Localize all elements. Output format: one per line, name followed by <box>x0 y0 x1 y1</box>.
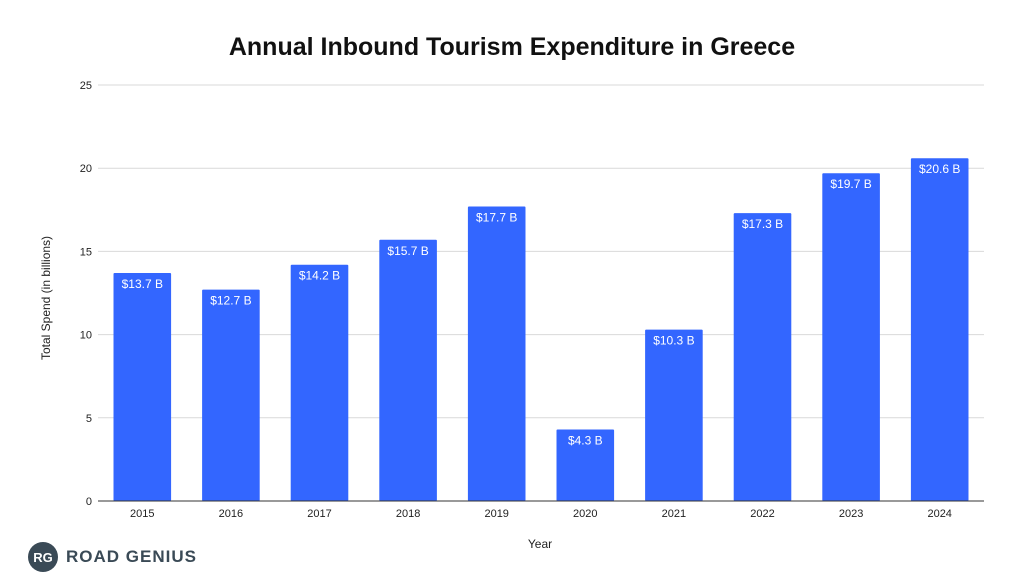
bar-data-label: $13.7 B <box>122 277 163 291</box>
bar-2018 <box>379 239 437 501</box>
bar-data-label: $17.7 B <box>476 210 517 224</box>
bar-2016 <box>202 289 260 501</box>
bar-2022 <box>733 213 792 502</box>
x-tick-label: 2020 <box>573 508 597 520</box>
bar-data-label: $19.7 B <box>830 177 871 191</box>
bar-2024 <box>910 158 969 501</box>
bar-2015 <box>113 273 172 501</box>
x-tick-label: 2015 <box>130 508 154 520</box>
brand-logo: RG ROAD GENIUS <box>28 542 197 572</box>
bar-data-label: $15.7 B <box>387 244 428 258</box>
y-tick-label: 15 <box>80 246 92 258</box>
bar-2017 <box>290 264 349 501</box>
bar-data-label: $10.3 B <box>653 334 694 348</box>
bar-2019 <box>467 206 526 502</box>
bar-2020 <box>556 429 615 501</box>
x-tick-label: 2022 <box>750 508 774 520</box>
bar-data-label: $14.2 B <box>299 269 340 283</box>
bar-2023 <box>822 173 880 501</box>
x-tick-label: 2023 <box>839 508 863 520</box>
bar-2021 <box>645 329 703 501</box>
logo-mark-icon: RG <box>28 542 58 572</box>
bar-data-label: $17.3 B <box>742 217 783 231</box>
x-tick-label: 2019 <box>484 508 508 520</box>
x-tick-label: 2016 <box>219 508 243 520</box>
x-axis-ticks: 2015 2016 2017 2018 2019 2020 2021 2022 2023 2024 <box>130 508 952 520</box>
y-tick-label: 0 <box>86 496 92 508</box>
x-axis-label: Year <box>528 537 552 551</box>
bar-data-label: $12.7 B <box>210 294 251 308</box>
bars: $13.7 B $12.7 B $14.2 B $15.7 B $17.7 B $4.3 … <box>113 158 969 502</box>
y-tick-label: 25 <box>80 80 92 92</box>
bar-data-label: $4.3 B <box>568 433 603 447</box>
x-tick-label: 2021 <box>662 508 686 520</box>
x-tick-label: 2017 <box>307 508 331 520</box>
y-axis-ticks: 0 5 10 15 20 25 <box>80 80 92 508</box>
logo-text: ROAD GENIUS <box>66 547 197 566</box>
y-axis-label: Total Spend (in billions) <box>39 236 53 360</box>
y-tick-label: 20 <box>80 163 92 175</box>
y-tick-label: 5 <box>86 413 92 425</box>
bar-data-label: $20.6 B <box>919 162 960 176</box>
x-tick-label: 2018 <box>396 508 420 520</box>
chart-title: Annual Inbound Tourism Expenditure in Gr… <box>229 33 795 61</box>
y-tick-label: 10 <box>80 330 92 342</box>
x-tick-label: 2024 <box>927 508 951 520</box>
